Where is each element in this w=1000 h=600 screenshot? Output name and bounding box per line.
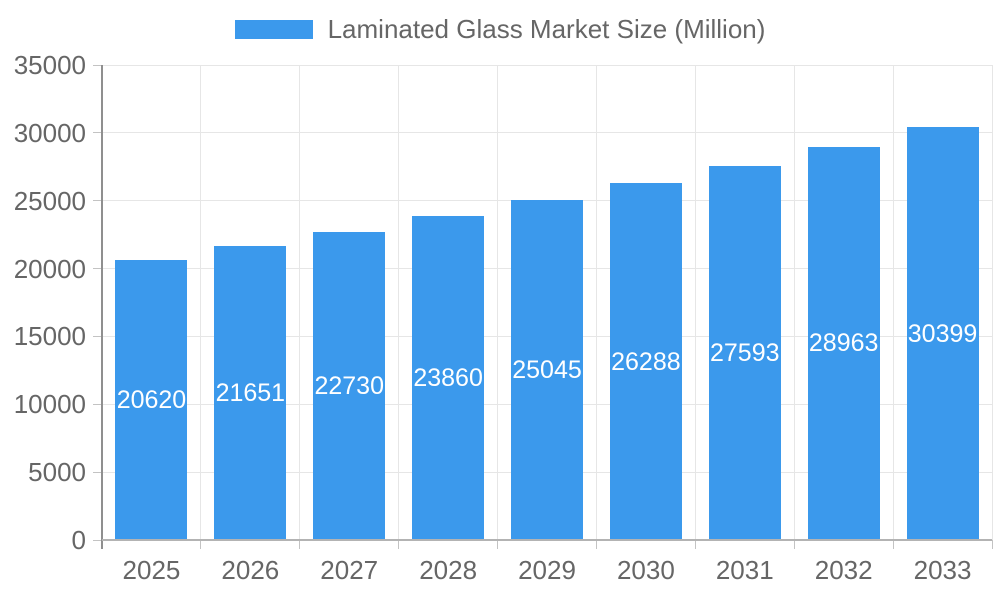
y-axis-tick — [93, 268, 102, 270]
x-axis-tick-label: 2027 — [320, 555, 379, 585]
gridline-vertical — [299, 65, 301, 540]
x-axis-tick-label: 2025 — [122, 555, 181, 585]
y-axis-tick-label: 10000 — [13, 389, 86, 420]
gridline-vertical — [398, 65, 400, 540]
x-axis-tick — [892, 540, 894, 549]
y-axis-tick-label: 0 — [71, 525, 86, 555]
y-axis-tick-label: 35000 — [13, 50, 86, 80]
gridline-vertical — [694, 65, 696, 540]
gridline-vertical — [892, 65, 894, 540]
x-axis-tick-label: 2029 — [518, 555, 576, 585]
y-axis-tick — [93, 471, 102, 473]
legend-item[interactable]: Laminated Glass Market Size (Million) — [0, 12, 1000, 46]
plot-area: 0 5000 10000 15000 20000 25000 30000 35000 20620… — [14, 52, 993, 583]
x-axis-tick-label: 2028 — [419, 555, 478, 585]
bar-2032[interactable] — [807, 146, 880, 540]
x-axis-tick — [299, 540, 301, 549]
y-axis-tick — [93, 200, 102, 202]
y-axis-tick-label: 15000 — [13, 321, 86, 352]
x-axis-tick — [497, 540, 499, 549]
gridline-vertical — [793, 65, 795, 540]
bar-2026[interactable] — [214, 246, 287, 540]
y-axis-tick — [93, 403, 102, 405]
y-axis-line — [101, 65, 103, 549]
x-axis-tick-label: 2032 — [814, 555, 873, 585]
gridline-horizontal — [102, 132, 992, 134]
gridline-vertical — [497, 65, 499, 540]
y-axis-tick — [93, 335, 102, 337]
legend-label: Laminated Glass Market Size (Million) — [327, 14, 766, 44]
x-axis-tick — [793, 540, 795, 549]
x-axis-tick-label: 2031 — [715, 555, 774, 585]
y-axis-tick-label: 20000 — [13, 253, 86, 284]
x-axis-tick-label: 2033 — [913, 555, 972, 585]
x-axis-tick — [694, 540, 696, 549]
x-axis-tick — [595, 540, 597, 549]
y-axis-tick-label: 30000 — [13, 117, 86, 148]
bar-2025[interactable] — [115, 260, 188, 540]
bar-2029[interactable] — [511, 200, 583, 540]
bar-2030[interactable] — [609, 183, 682, 540]
legend-swatch — [234, 19, 313, 39]
x-axis-tick-label: 2026 — [221, 555, 280, 585]
gridline-vertical — [595, 65, 597, 540]
y-axis-tick — [93, 64, 102, 66]
x-axis-tick — [200, 540, 202, 549]
y-axis-tick — [93, 539, 102, 541]
y-axis-tick — [93, 132, 102, 134]
bar-2033[interactable] — [906, 127, 979, 540]
x-axis-line — [102, 539, 992, 541]
gridline-vertical — [991, 65, 993, 540]
x-axis-tick — [398, 540, 400, 549]
gridline-vertical — [200, 65, 202, 540]
y-axis-tick-label: 5000 — [28, 457, 86, 488]
gridline-horizontal — [102, 64, 992, 66]
x-axis-tick-label: 2030 — [616, 555, 675, 585]
bar-2031[interactable] — [708, 165, 781, 540]
y-axis-tick-label: 25000 — [13, 185, 86, 216]
x-axis-tick — [991, 540, 993, 549]
bar-2027[interactable] — [313, 231, 386, 540]
bar-2028[interactable] — [412, 216, 485, 540]
